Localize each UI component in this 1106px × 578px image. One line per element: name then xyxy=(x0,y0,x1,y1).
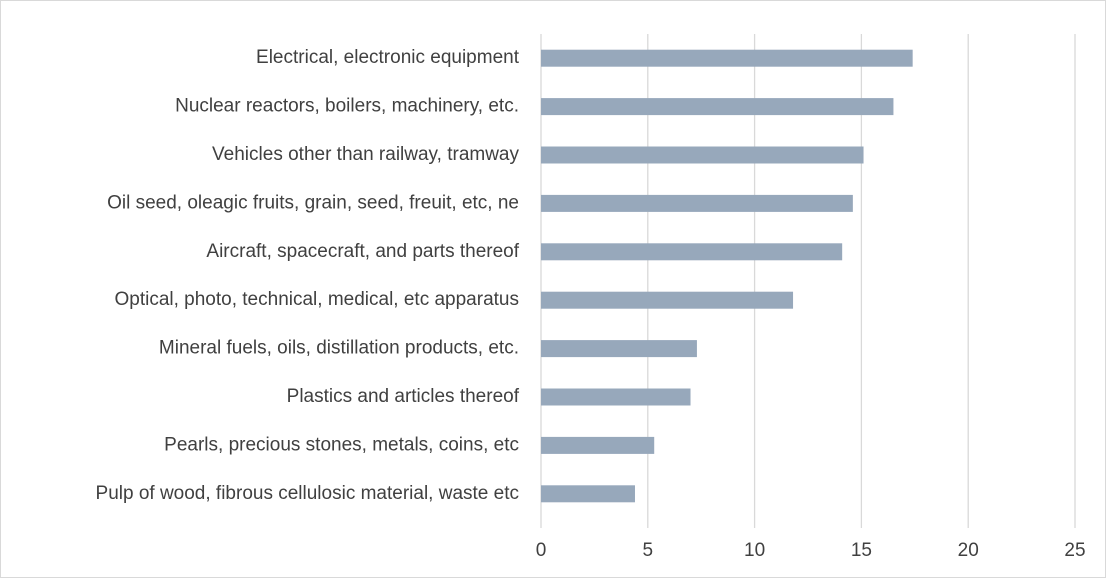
y-tick-label: Pearls, precious stones, metals, coins, … xyxy=(164,434,519,455)
x-tick-label: 10 xyxy=(744,540,765,561)
x-tick-label: 20 xyxy=(958,540,979,561)
bar xyxy=(541,388,691,406)
x-tick-label: 15 xyxy=(851,540,872,561)
y-tick-label: Pulp of wood, fibrous cellulosic materia… xyxy=(96,483,519,504)
y-tick-label: Electrical, electronic equipment xyxy=(256,47,520,68)
y-tick-label: Optical, photo, technical, medical, etc … xyxy=(114,289,519,310)
x-tick-label: 5 xyxy=(643,540,654,561)
bar xyxy=(541,485,635,503)
x-tick-label: 25 xyxy=(1064,540,1085,561)
y-tick-label: Oil seed, oleagic fruits, grain, seed, f… xyxy=(107,192,519,213)
y-tick-label: Aircraft, spacecraft, and parts thereof xyxy=(206,241,519,262)
bar xyxy=(541,49,913,67)
x-tick-label: 0 xyxy=(536,540,547,561)
y-tick-label: Mineral fuels, oils, distillation produc… xyxy=(159,338,519,359)
bar xyxy=(541,436,655,454)
bar xyxy=(541,146,864,164)
bar xyxy=(541,194,853,212)
bar xyxy=(541,98,894,116)
y-tick-label: Plastics and articles thereof xyxy=(287,386,520,407)
bar xyxy=(541,243,843,261)
y-tick-label: Nuclear reactors, boilers, machinery, et… xyxy=(175,96,519,117)
y-tick-label: Vehicles other than railway, tramway xyxy=(212,144,519,165)
bar xyxy=(541,291,794,309)
bar xyxy=(541,340,697,358)
